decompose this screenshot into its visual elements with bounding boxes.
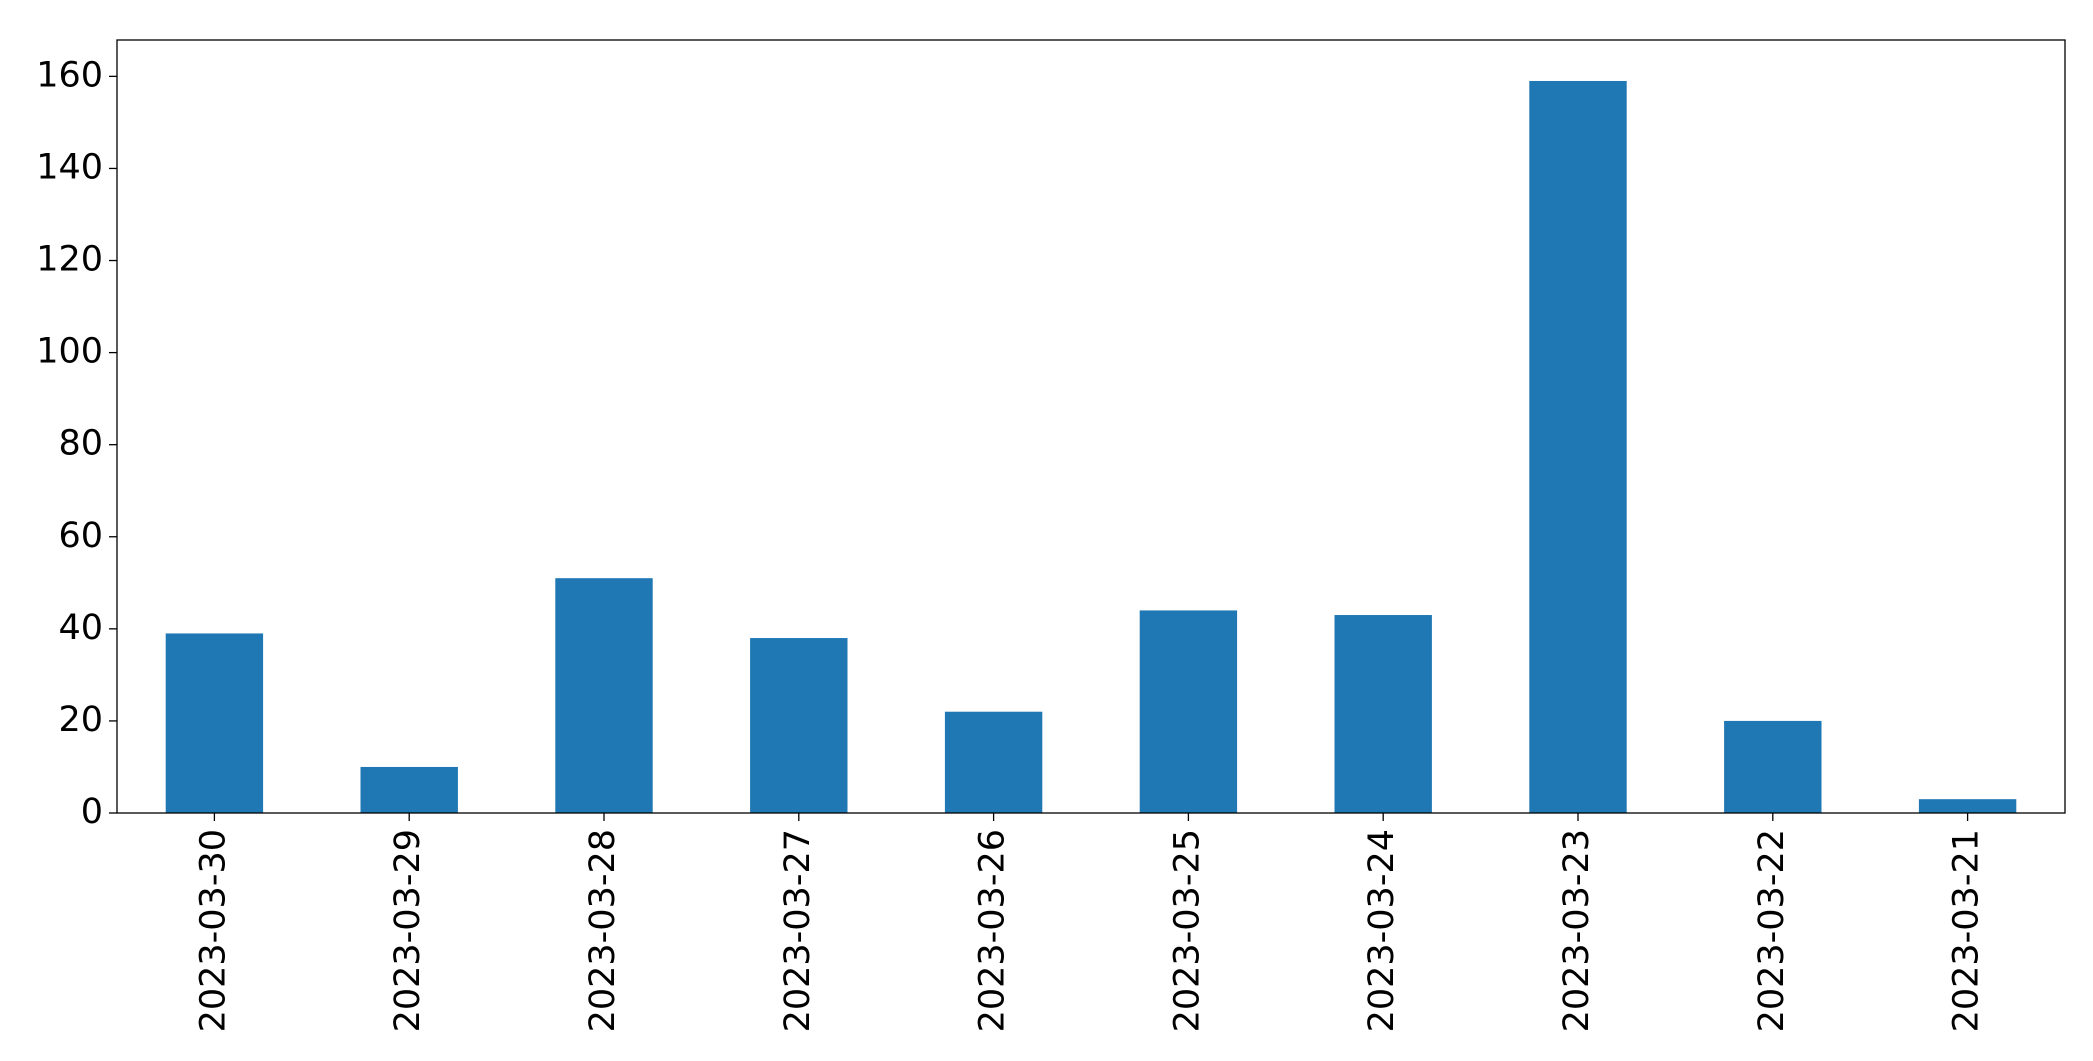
bar — [165, 633, 264, 813]
y-tick-label: 40 — [58, 608, 103, 648]
x-tick-label: 2023-03-26 — [973, 829, 1013, 1032]
x-tick-label: 2023-03-27 — [778, 829, 818, 1032]
bar — [1529, 80, 1627, 814]
bar — [555, 578, 653, 813]
y-tick-label: 100 — [36, 332, 103, 372]
x-tick-label: 2023-03-21 — [1947, 829, 1987, 1032]
y-tick-label: 0 — [81, 792, 103, 832]
bar — [1139, 610, 1238, 813]
bar — [360, 766, 458, 813]
x-tick-label: 2023-03-30 — [193, 829, 233, 1032]
plot-frame — [116, 39, 2066, 814]
x-tick-label: 2023-03-28 — [583, 829, 623, 1032]
x-tick-label: 2023-03-25 — [1167, 829, 1207, 1032]
bar — [750, 638, 848, 813]
y-tick-label: 20 — [58, 700, 103, 740]
bar — [1918, 799, 2017, 813]
y-tick-label: 80 — [58, 424, 103, 464]
y-tick-label: 120 — [36, 240, 103, 280]
y-tick-label: 60 — [58, 516, 103, 556]
y-tick-label: 160 — [36, 55, 103, 95]
bar — [944, 711, 1043, 813]
x-tick-label: 2023-03-24 — [1362, 829, 1402, 1032]
x-tick-label: 2023-03-23 — [1557, 829, 1597, 1032]
x-tick-label: 2023-03-29 — [388, 829, 428, 1032]
y-tick-label: 140 — [36, 147, 103, 187]
x-tick-label: 2023-03-22 — [1752, 829, 1792, 1032]
bar — [1334, 615, 1432, 813]
bar — [1724, 720, 1822, 813]
